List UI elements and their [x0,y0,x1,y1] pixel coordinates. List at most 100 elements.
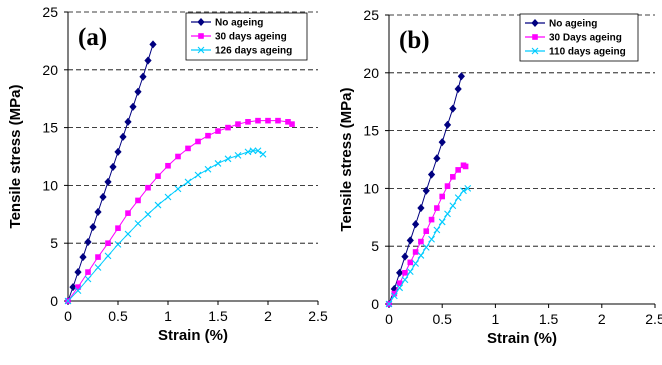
legend-marker [532,34,538,40]
data-point [259,150,267,158]
y-tick-label: 0 [50,293,58,309]
panel-label: (b) [399,27,430,54]
plot-panel-a: 0 5 10 15 20 25 0 0.5 1 1.5 2 2.5 Strain (%) Tensile … [7,4,328,344]
x-tick-label: 1.5 [539,311,559,327]
data-point [433,226,441,234]
legend-label: 30 days ageing [215,32,287,43]
x-tick-label: 2 [598,311,606,327]
data-point [454,84,462,94]
data-point [244,148,252,156]
data-point [94,207,102,217]
data-point [289,121,295,127]
data-point [95,254,101,260]
data-point [412,249,419,255]
y-tick-label: 10 [42,177,58,193]
data-point [139,72,147,81]
data-point [195,138,201,145]
data-point [438,138,446,147]
data-point [224,155,232,163]
series-1 [386,162,469,307]
data-point [245,119,251,125]
data-point [204,165,212,173]
x-tick-label: 0 [385,311,393,327]
data-point [84,237,92,247]
data-point [75,284,81,290]
data-point [464,185,472,192]
data-point [134,87,142,96]
data-point [462,163,469,170]
data-point [422,243,430,251]
x-tick-label: 2 [264,308,272,324]
x-axis-title: Strain (%) [487,330,557,347]
data-point [275,117,281,124]
data-point [396,268,404,277]
legend-marker [197,46,205,54]
data-point [444,183,451,189]
data-point [249,147,257,155]
data-point [412,260,419,267]
data-point [406,236,414,245]
data-point [444,210,451,218]
data-point [114,147,122,156]
data-point [124,230,132,238]
data-point [154,201,162,209]
legend-marker [531,47,539,55]
series-1 [65,117,295,304]
data-point [401,252,409,261]
x-tick-label: 2.5 [308,308,328,324]
x-tick-label: 1.5 [208,308,228,324]
data-point [164,193,172,201]
y-tick-label: 20 [42,62,58,78]
data-point [225,124,231,131]
data-point [64,297,72,305]
legend: No ageing 30 Days ageing 110 days ageing [519,13,639,62]
x-tick-label: 0 [64,308,72,324]
data-point [205,132,211,139]
series-2 [385,185,472,308]
data-point [390,292,398,300]
data-point [418,238,424,245]
data-point [125,210,131,216]
data-point [417,252,425,259]
series-line [67,44,154,302]
data-point [144,210,152,218]
data-point [234,151,242,159]
series-line [388,164,466,305]
y-tick-label: 5 [371,238,379,254]
x-axis-title: Strain (%) [158,327,228,344]
data-point [85,269,91,275]
y-tick-label: 15 [363,123,379,139]
data-point [144,56,152,65]
data-point [104,252,112,260]
data-point [254,147,262,155]
data-point [449,104,457,113]
data-point [391,290,398,297]
series-0 [385,72,465,309]
data-point [402,269,408,276]
data-point [165,162,171,169]
data-point [411,220,420,229]
data-point [235,121,241,127]
plot-panel-b: 0 5 10 15 20 25 0 0.5 1 1.5 2 2.5 Strain (%) Tensile … [338,7,662,347]
data-point [104,177,112,186]
data-point [129,102,137,111]
data-point [460,187,467,195]
data-point [396,280,403,286]
panel-label: (a) [78,24,107,51]
legend-label: No ageing [549,19,597,30]
data-point [185,145,191,152]
data-point [99,192,107,202]
data-point [119,132,127,141]
data-point [423,228,430,234]
data-point [74,268,82,277]
data-point [114,240,122,248]
x-tick-label: 1 [492,311,500,327]
y-tick-label: 20 [363,65,379,81]
data-point [407,259,414,266]
data-point [105,240,111,246]
x-tick-label: 1 [164,308,172,324]
data-point [255,117,261,124]
data-point [450,174,456,180]
